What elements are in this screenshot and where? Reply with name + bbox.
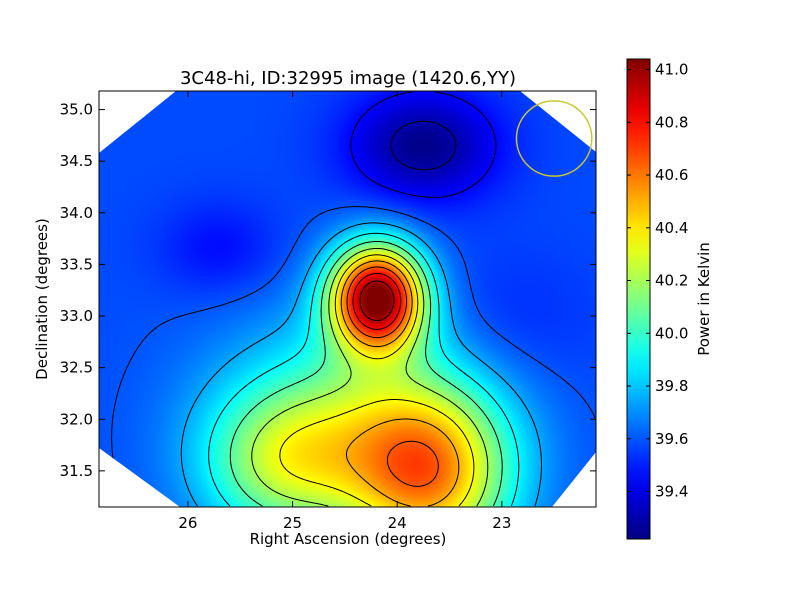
contour-line (180, 222, 542, 507)
contour-line (352, 273, 402, 330)
colorbar-tick-label: 39.4 (655, 483, 688, 501)
contour-line (346, 266, 439, 487)
y-tick-label: 33.5 (60, 255, 93, 273)
x-axis-label: Right Ascension (degrees) (250, 530, 447, 548)
plot-frame (98, 90, 597, 508)
contour-line (359, 280, 395, 322)
x-tick-label: 26 (178, 514, 197, 532)
plot-area (99, 91, 596, 507)
x-tick-label: 25 (283, 514, 302, 532)
contour-line (251, 248, 489, 507)
contour-line (350, 91, 497, 198)
y-axis: 31.5 32.0 32.5 33.0 33.5 34.0 34.5 35.0 (60, 101, 596, 480)
contour-line (229, 241, 503, 507)
colorbar-tick-label: 39.6 (655, 430, 688, 448)
colorbar-tick-label: 40.6 (655, 166, 688, 184)
y-tick-label: 32.5 (60, 359, 93, 377)
colorbar-gradient (626, 58, 651, 540)
beam-circle (515, 100, 593, 177)
colorbar-tick-label: 40.2 (655, 272, 688, 290)
y-tick-label: 34.0 (60, 204, 93, 222)
contour-line (208, 232, 520, 507)
colorbar-tick-label: 40.4 (655, 219, 688, 237)
x-axis: 26 25 24 23 (178, 91, 511, 532)
colorbar-tick-label: 41.0 (655, 61, 688, 79)
y-tick-label: 35.0 (60, 101, 93, 119)
contour-line (340, 260, 460, 507)
colorbar-ticks: 39.4 39.6 39.8 40.0 40.2 40.4 40.6 40.8 41.0 (627, 61, 688, 501)
chart-title: 3C48-hi, ID:32995 image (1420.6,YY) (180, 68, 516, 89)
contour-line (390, 120, 457, 171)
contour-line (279, 254, 475, 507)
x-tick-label: 24 (388, 514, 407, 532)
y-tick-label: 32.0 (60, 410, 93, 428)
y-tick-label: 34.5 (60, 152, 93, 170)
y-tick-label: 31.5 (60, 462, 93, 480)
colorbar-label: Power in Kelvin (695, 242, 713, 356)
y-tick-label: 33.0 (60, 307, 93, 325)
y-axis-label: Declination (degrees) (33, 218, 51, 380)
contour-line (111, 206, 596, 507)
x-tick-label: 23 (492, 514, 511, 532)
colorbar-tick-label: 39.8 (655, 377, 688, 395)
contour-lines (111, 91, 596, 507)
colorbar: 39.4 39.6 39.8 40.0 40.2 40.4 40.6 40.8 41.0 Pow… (626, 58, 713, 540)
colorbar-tick-label: 40.0 (655, 324, 688, 342)
colorbar-tick-label: 40.8 (655, 113, 688, 131)
